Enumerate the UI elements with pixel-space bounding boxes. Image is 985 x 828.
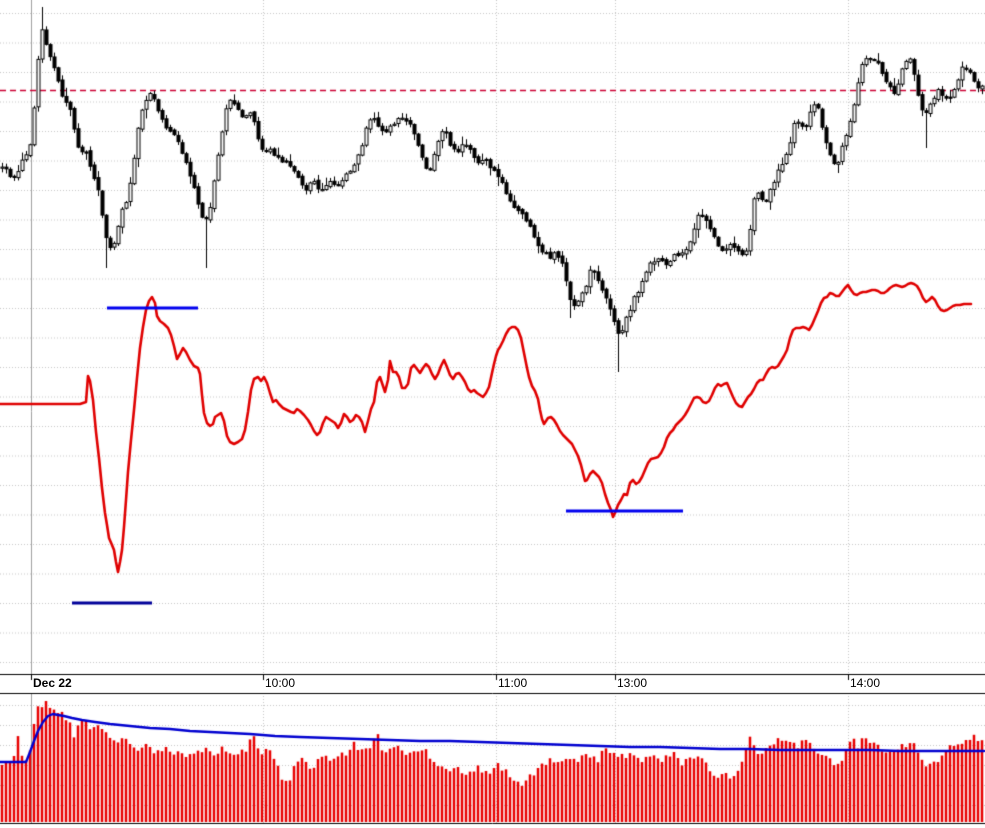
trading-chart: Dec 22 10:00 11:00 13:00 14:00 (0, 0, 985, 828)
chart-canvas[interactable] (0, 0, 985, 828)
